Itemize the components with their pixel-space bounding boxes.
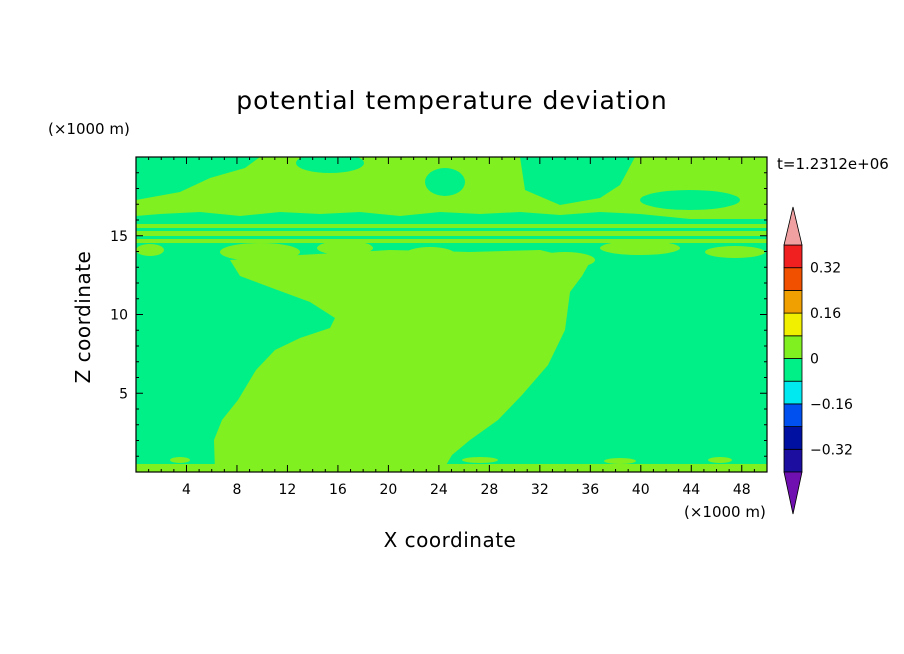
x-tick-label: 20 bbox=[379, 482, 397, 498]
surface-blob bbox=[604, 458, 636, 464]
x-tick-label: 16 bbox=[329, 482, 347, 498]
colorbar-swatch bbox=[783, 267, 803, 291]
x-tick-label: 40 bbox=[632, 482, 650, 498]
layer-band bbox=[136, 236, 767, 239]
y-tick-label: 15 bbox=[110, 229, 128, 245]
x-unit-label: (×1000 m) bbox=[684, 503, 766, 521]
warm-blob bbox=[404, 247, 456, 263]
colorbar-label: −0.16 bbox=[810, 397, 853, 413]
time-label: t=1.2312e+06 bbox=[777, 155, 889, 173]
layer-band bbox=[136, 224, 767, 228]
layer-band bbox=[136, 239, 767, 243]
x-tick-label: 36 bbox=[581, 482, 599, 498]
colorbar-swatch bbox=[783, 358, 803, 382]
upper-island bbox=[425, 168, 465, 196]
surface-layer bbox=[136, 464, 767, 472]
contour-field bbox=[136, 157, 767, 472]
x-axis-title: X coordinate bbox=[383, 528, 517, 552]
warm-blob bbox=[317, 241, 373, 255]
colorbar-over-arrow bbox=[783, 206, 803, 246]
colorbar-label: 0.16 bbox=[810, 306, 841, 322]
colorbar-swatch bbox=[783, 448, 803, 473]
warm-plume bbox=[214, 250, 590, 472]
x-tick-label: 32 bbox=[531, 482, 549, 498]
warm-blob bbox=[600, 241, 680, 255]
upper-island bbox=[296, 157, 364, 173]
x-tick-label: 28 bbox=[480, 482, 498, 498]
upper-island bbox=[640, 190, 740, 210]
colorbar-swatch bbox=[783, 335, 803, 359]
x-tick-label: 24 bbox=[430, 482, 448, 498]
y-tick-label: 10 bbox=[110, 308, 128, 324]
upper-island bbox=[136, 160, 212, 180]
colorbar-swatch bbox=[783, 403, 803, 427]
colorbar-swatch bbox=[783, 312, 803, 337]
x-tick-label: 8 bbox=[232, 482, 241, 498]
colorbar-label: 0 bbox=[810, 352, 819, 368]
surface-blob bbox=[326, 455, 354, 461]
colorbar: 0.32 0.16 0 −0.16 −0.32 bbox=[783, 206, 853, 515]
colorbar-label: −0.32 bbox=[810, 442, 853, 458]
y-unit-label: (×1000 m) bbox=[48, 120, 130, 138]
y-tick-label: 5 bbox=[119, 386, 128, 402]
surface-blob bbox=[462, 457, 498, 463]
colorbar-swatch bbox=[783, 380, 803, 405]
chart-title: potential temperature deviation bbox=[236, 86, 668, 115]
x-tick-label: 48 bbox=[733, 482, 751, 498]
colorbar-swatch bbox=[783, 289, 803, 314]
layer-band bbox=[136, 219, 767, 224]
warm-blob bbox=[705, 246, 765, 258]
warm-blob bbox=[136, 244, 164, 256]
layer-band bbox=[136, 228, 767, 231]
colorbar-swatch bbox=[783, 426, 803, 450]
colorbar-swatch bbox=[783, 244, 803, 269]
warm-blob bbox=[220, 243, 300, 261]
colorbar-under-arrow bbox=[783, 471, 803, 515]
x-tick-label: 4 bbox=[182, 482, 191, 498]
surface-blob bbox=[170, 457, 190, 463]
x-tick-label: 12 bbox=[279, 482, 297, 498]
surface-blob bbox=[708, 457, 732, 463]
colorbar-label: 0.32 bbox=[810, 261, 841, 277]
layer-band bbox=[136, 231, 767, 236]
warm-blob bbox=[535, 252, 595, 268]
plot-area bbox=[136, 157, 767, 472]
x-tick-label: 44 bbox=[682, 482, 700, 498]
